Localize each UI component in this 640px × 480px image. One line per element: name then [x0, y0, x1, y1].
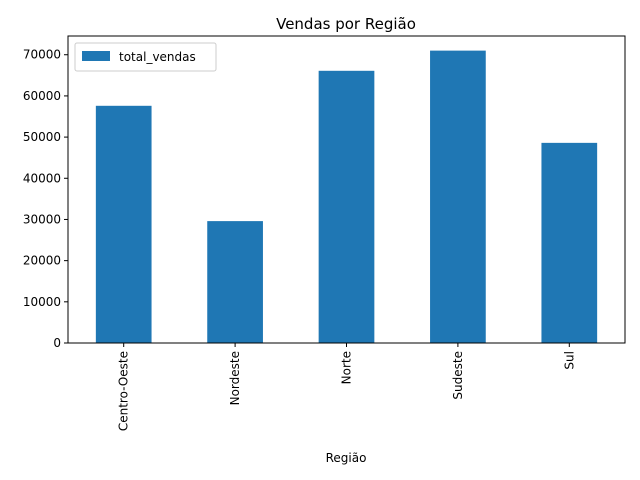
x-tick-label-sudeste: Sudeste	[451, 351, 465, 400]
legend-swatch	[82, 51, 110, 61]
bar-sudeste	[430, 50, 486, 344]
y-tick-label: 10000	[23, 295, 61, 309]
plot-frame	[67, 35, 626, 344]
x-tick-label-norte: Norte	[340, 351, 354, 384]
bar-sul	[541, 142, 598, 343]
x-axis-ticks: Centro-Oeste Nordeste Norte Sudeste Sul	[117, 343, 576, 431]
y-tick-label: 40000	[23, 171, 61, 185]
x-tick-label-centro-oeste: Centro-Oeste	[117, 351, 131, 431]
bars-group	[95, 50, 598, 344]
y-tick-label: 0	[53, 336, 61, 350]
bar-nordeste	[207, 221, 263, 343]
x-axis-label: Região	[326, 451, 367, 465]
y-tick-label: 20000	[23, 254, 61, 268]
y-tick-label: 30000	[23, 212, 61, 226]
bar-centro-oeste	[95, 105, 152, 343]
chart-title: Vendas por Região	[276, 15, 416, 33]
y-tick-label: 70000	[23, 48, 61, 62]
x-tick-label-sul: Sul	[562, 351, 576, 370]
x-tick-label-nordeste: Nordeste	[228, 351, 242, 405]
legend-label-total-vendas: total_vendas	[119, 50, 196, 64]
y-tick-label: 60000	[23, 89, 61, 103]
bar-norte	[318, 70, 375, 344]
y-tick-label: 50000	[23, 130, 61, 144]
legend-box	[74, 42, 217, 72]
legend: total_vendas	[74, 42, 217, 72]
y-axis-ticks: 0 10000 20000 30000 40000 50000 60000 70000	[23, 48, 68, 350]
